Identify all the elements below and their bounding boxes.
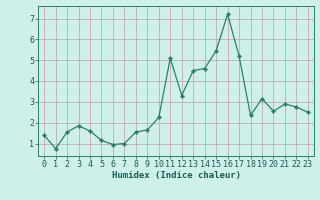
X-axis label: Humidex (Indice chaleur): Humidex (Indice chaleur) xyxy=(111,171,241,180)
